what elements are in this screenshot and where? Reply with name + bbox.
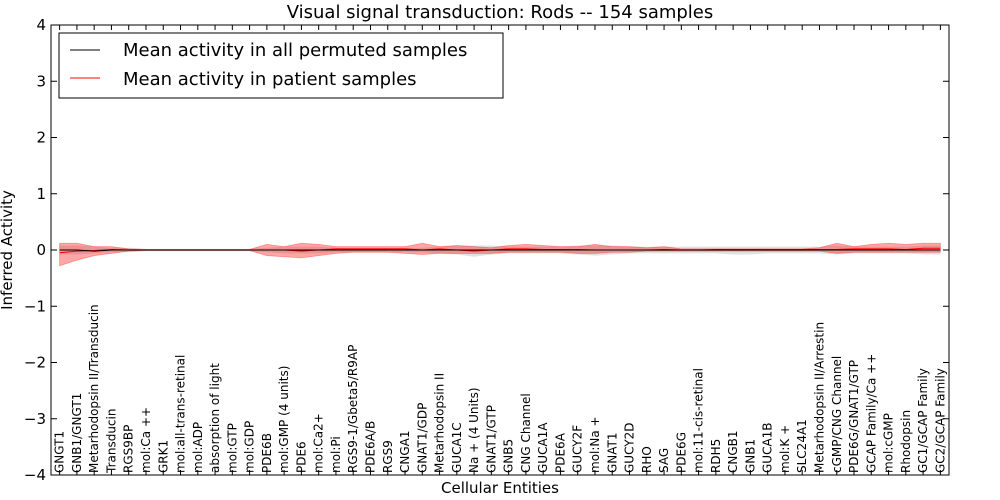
x-tick-label: GC2/GCAP Family [933, 368, 947, 473]
x-tick-label: GUCA1C [450, 422, 464, 473]
x-tick-label: GUCY2D [623, 423, 637, 473]
y-tick-label: 4 [36, 16, 46, 34]
x-tick-label: GUCY2F [571, 425, 585, 473]
x-tick-label: mol:ADP [191, 422, 205, 473]
y-tick-label: −2 [24, 354, 46, 372]
x-tick-label: GC1/GCAP Family [916, 368, 930, 473]
x-tick-label: RDH5 [709, 439, 723, 473]
x-tick-label: PDE6 [294, 441, 308, 473]
y-tick-label: 1 [36, 185, 46, 203]
x-tick-label: CNG Channel [519, 393, 533, 473]
x-tick-label: CNGB1 [726, 430, 740, 473]
x-tick-label: mol:cGMP [882, 413, 896, 473]
x-tick-label: GCAP Family/Ca ++ [864, 354, 878, 473]
y-tick-label: −3 [24, 410, 46, 428]
x-tick-label: mol:Na + [588, 416, 602, 473]
x-tick-label: GNB1 [743, 439, 757, 473]
y-tick-label: −4 [24, 466, 46, 484]
legend-label-permuted: Mean activity in all permuted samples [123, 40, 467, 61]
x-tick-label: CNGA1 [398, 431, 412, 474]
x-tick-label: Na + (4 Units) [467, 387, 481, 473]
x-tick-label: SLC24A1 [795, 419, 809, 473]
chart-title: Visual signal transduction: Rods -- 154 … [287, 2, 714, 23]
x-tick-label: GNB1/GNGT1 [70, 393, 84, 473]
x-tick-label: RGS9 [381, 440, 395, 473]
y-tick-label: 0 [36, 241, 46, 259]
y-tick-label: 2 [36, 129, 46, 147]
legend-label-patient: Mean activity in patient samples [123, 69, 417, 90]
x-tick-label: mol:GDP [243, 421, 257, 473]
x-tick-label: cGMP/CNG Channel [830, 356, 844, 473]
legend-box [58, 32, 504, 99]
x-tick-label: Metarhodopsin II/Transducin [87, 304, 101, 473]
x-tick-label: PDE6G [674, 432, 688, 473]
x-tick-label: PDE6B [260, 433, 274, 473]
x-tick-label: absorption of light [208, 363, 222, 473]
x-tick-label: GNAT1/GDP [415, 403, 429, 473]
y-tick-label: 3 [36, 72, 46, 90]
x-tick-label: SAG [657, 448, 671, 473]
x-tick-label: mol:GMP (4 units) [277, 366, 291, 473]
x-tick-label: GRK1 [156, 440, 170, 473]
x-tick-label: mol:Ca2+ [312, 413, 326, 473]
x-tick-label: Rhodopsin [899, 410, 913, 473]
x-tick-label: Transducin [104, 409, 118, 474]
x-tick-label: PDE6G/GNAT1/GTP [847, 360, 861, 473]
band-permuted [59, 245, 941, 257]
band-patient [59, 242, 941, 267]
x-tick-label: mol:GTP [225, 423, 239, 473]
x-tick-label: RHO [640, 446, 654, 473]
x-tick-label: GNAT1 [605, 432, 619, 473]
x-tick-label: GUCA1B [761, 422, 775, 473]
x-tick-label: GUCA1A [536, 422, 550, 473]
x-tick-label: mol:11-cis-retinal [692, 368, 706, 473]
x-tick-label: PDE6A/B [363, 421, 377, 473]
x-tick-label: mol:all-trans-retinal [174, 355, 188, 473]
x-tick-label: RGS9-1/Gbeta5/R9AP [346, 345, 360, 473]
x-tick-label: Metarhodopsin II [433, 373, 447, 473]
x-tick-label: mol:K + [778, 425, 792, 473]
x-axis-title: Cellular Entities [441, 479, 559, 497]
x-tick-label: GNGT1 [53, 431, 67, 473]
series-line-permuted [59, 249, 941, 252]
y-tick-label: −1 [24, 297, 46, 315]
x-tick-label: GNAT1/GTP [484, 405, 498, 473]
legend: Mean activity in all permuted samples Me… [58, 32, 504, 99]
x-tick-label: RGS9BP [122, 425, 136, 473]
x-tick-label: GNB5 [502, 439, 516, 473]
x-tick-label: PDE6A [553, 432, 567, 473]
x-tick-label: Metarhodopsin II/Arrestin [812, 322, 826, 473]
x-tick-label: mol:Ca ++ [139, 407, 153, 473]
y-axis-title: Inferred Activity [0, 190, 16, 310]
x-tick-label: mol:Pi [329, 436, 343, 473]
